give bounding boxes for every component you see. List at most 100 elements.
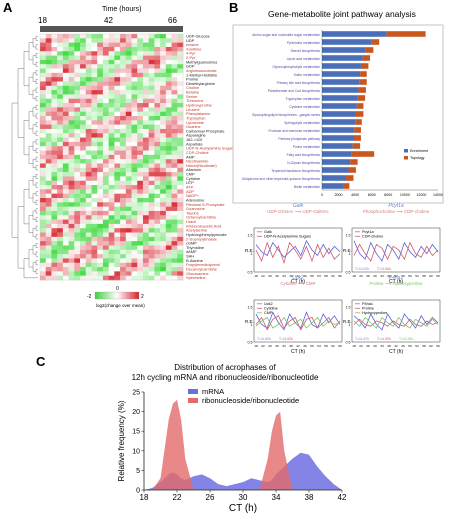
heatmap-cell: [125, 241, 132, 246]
heatmap-cell: [171, 262, 178, 268]
heatmap-cell: [171, 141, 178, 147]
heatmap-cell: [51, 262, 58, 268]
heatmap-cell: [45, 133, 52, 138]
heatmap-cell: [40, 59, 47, 65]
heatmap-cell: [68, 249, 75, 255]
heatmap-cell: [51, 90, 58, 95]
heatmap-cell: [68, 64, 75, 69]
heatmap-cell: [171, 42, 178, 48]
heatmap-cell: [125, 51, 132, 56]
heatmap-cell: [142, 150, 149, 156]
heatmap-cell: [148, 154, 155, 160]
heatmap-cell: [91, 150, 98, 156]
enrichment-bar: [322, 95, 358, 101]
heatmap-cell: [85, 90, 92, 95]
heatmap-cell: [45, 154, 52, 160]
heatmap-cell: [40, 167, 47, 173]
heatmap-cell: [177, 241, 184, 246]
heatmap-cell: [51, 202, 58, 207]
heatmap-cell: [108, 77, 115, 82]
heatmap-cell: [40, 223, 47, 229]
heatmap-cell: [51, 133, 58, 138]
heatmap-cell: [160, 223, 167, 229]
mini-x-tick: 50: [310, 344, 314, 348]
heatmap-cell: [85, 72, 92, 78]
heatmap-cell: [108, 146, 115, 151]
heatmap-cell: [57, 111, 64, 117]
heatmap-cell: [45, 249, 52, 255]
heatmap-cell: [51, 128, 58, 134]
heatmap-cell: [40, 120, 47, 125]
heatmap-cell: [142, 275, 149, 281]
area-y-tick: 25: [132, 390, 140, 397]
heatmap-cell: [114, 167, 121, 173]
enrichment-bar: [322, 159, 351, 165]
heatmap-cell: [68, 219, 75, 225]
heatmap-cell: [102, 245, 109, 251]
area-y-tick: 15: [132, 429, 140, 436]
heatmap-cell: [165, 90, 172, 95]
heatmap-cell: [62, 103, 69, 108]
topology-bar: [355, 119, 362, 125]
heatmap-cell: [80, 219, 87, 225]
metabolite-label: 4-Pyr: [186, 51, 196, 56]
heatmap-cell: [142, 94, 149, 100]
heatmap-cell: [160, 34, 167, 39]
heatmap-cell: [68, 34, 75, 39]
dendrogram-branch: [35, 35, 38, 41]
heatmap-cell: [102, 241, 109, 246]
heatmap-cell: [57, 185, 64, 190]
dendrogram-branch: [35, 156, 38, 162]
heatmap-cell: [57, 55, 64, 61]
heatmap-cell: [57, 232, 64, 238]
heatmap-cell: [165, 159, 172, 164]
heatmap-cell: [148, 275, 155, 281]
heatmap-cell: [137, 38, 144, 43]
heatmap-cell: [137, 59, 144, 65]
heatmap-cell: [74, 198, 81, 203]
heatmap-cell: [80, 98, 87, 104]
heatmap-cell: [160, 150, 167, 156]
heatmap-cell: [74, 141, 81, 147]
topology-bar: [386, 31, 426, 37]
heatmap-cell: [108, 116, 115, 121]
mini-y-tick: 0.5: [248, 340, 253, 344]
mini-series-line: [255, 316, 341, 329]
heatmap-cell: [177, 210, 184, 216]
heatmap-cell: [91, 223, 98, 229]
heatmap-cell: [40, 46, 47, 52]
heatmap-cell: [45, 103, 52, 108]
heatmap-cell: [80, 267, 87, 272]
heatmap-cell: [114, 185, 121, 190]
heatmap-cell: [171, 172, 178, 177]
topology-bar: [348, 167, 356, 173]
heatmap-cell: [148, 90, 155, 95]
heatmap-cell: [57, 59, 64, 65]
heatmap-cell: [40, 262, 47, 268]
heatmap-cell: [148, 51, 155, 56]
heatmap-cell: [85, 55, 92, 61]
dendrogram-branch: [35, 199, 38, 205]
heatmap-cell: [45, 215, 52, 220]
heatmap-cell: [154, 146, 161, 151]
heatmap-cell: [91, 55, 98, 61]
mini-x-tick: 58: [324, 274, 328, 278]
heatmap-cell: [142, 223, 149, 229]
heatmap-cell: [160, 254, 167, 259]
heatmap-cell: [131, 85, 138, 91]
bar-x-tick: 12000: [416, 193, 426, 197]
heatmap-cell: [171, 245, 178, 251]
heatmap-cell: [91, 206, 98, 212]
heatmap-cell: [68, 180, 75, 186]
mini-chart-gene: P4ha1: [389, 275, 404, 281]
heatmap-cell: [80, 85, 87, 91]
heatmap-cell: [85, 176, 92, 182]
panel-b: Gene-metabolite joint pathway analysis A…: [232, 9, 444, 355]
heatmap-cell: [120, 210, 127, 216]
heatmap-cell: [108, 193, 115, 199]
mini-x-tick: 38: [289, 344, 293, 348]
metabolite-label: Niacin(Nicotinate): [186, 163, 217, 168]
mini-y-tick: 1.5: [346, 234, 351, 238]
heatmap-cell: [154, 219, 161, 225]
metabolite-label: 2-Isopropylmalate: [186, 236, 217, 241]
